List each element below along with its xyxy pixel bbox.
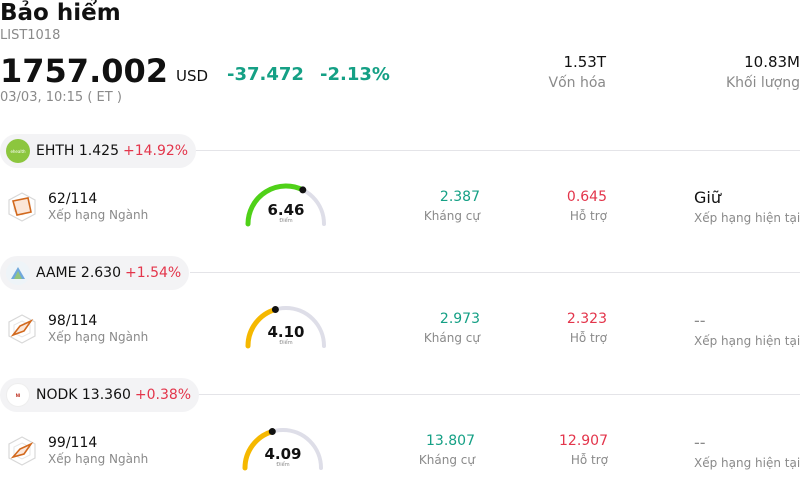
score-value: 4.10	[267, 323, 305, 341]
stock-change-pct: +0.38%	[134, 387, 192, 403]
industry-rank-value: 98/114	[48, 313, 98, 329]
industry-rank-label: Xếp hạng Ngành	[48, 330, 149, 344]
rating-label: Xếp hạng hiện tại	[694, 211, 800, 225]
volume-label: Khối lượng	[725, 75, 800, 91]
resistance-label: Kháng cự	[423, 209, 480, 223]
timestamp: 03/03, 10:15 ( ET )	[0, 90, 122, 105]
row-divider	[190, 272, 800, 273]
list-code: LIST1018	[0, 28, 61, 43]
score-value: 4.09	[264, 445, 302, 463]
rating-value: Giữ	[694, 188, 721, 207]
market-cap-stat: 1.53T Vốn hóa	[549, 53, 606, 91]
ehealth-logo-icon: ehealth	[6, 139, 30, 163]
current-rating: -- Xếp hạng hiện tại	[694, 433, 800, 470]
industry-rank-icon	[8, 436, 36, 466]
stock-change-pct: +14.92%	[122, 143, 189, 159]
resistance-label: Kháng cự	[418, 453, 475, 467]
row-divider	[190, 394, 800, 395]
stock-symbol-price: NODK 13.360	[36, 387, 131, 403]
row-divider	[190, 150, 800, 151]
support-label: Hỗ trợ	[569, 331, 607, 345]
stock-symbol-price: EHTH 1.425	[36, 143, 119, 159]
stock-symbol-price: AAME 2.630	[36, 265, 121, 281]
resistance-value: 2.387	[439, 189, 480, 205]
index-price: 1757.002	[0, 52, 169, 90]
market-cap-value: 1.53T	[563, 53, 606, 71]
stock-chip[interactable]: AAME 2.630 +1.54%	[0, 256, 190, 290]
rating-value: --	[694, 311, 706, 330]
current-rating: Giữ Xếp hạng hiện tại	[694, 188, 800, 225]
resistance-value: 13.807	[426, 433, 475, 449]
resistance-level: 2.387 Kháng cự	[424, 189, 480, 223]
score-caption: Điểm	[276, 462, 290, 468]
industry-rank-value: 99/114	[48, 435, 98, 451]
industry-rank-label: Xếp hạng Ngành	[48, 452, 149, 466]
score-caption: Điểm	[279, 218, 293, 224]
resistance-level: 13.807 Kháng cự	[419, 433, 475, 467]
stock-chip[interactable]: NI NODK 13.360 +0.38%	[0, 378, 200, 412]
currency-label: USD	[176, 67, 209, 85]
price-change-pct: -2.13%	[320, 64, 390, 85]
volume-value: 10.83M	[744, 53, 800, 71]
support-value: 0.645	[566, 189, 607, 205]
support-level: 2.323 Hỗ trợ	[567, 311, 607, 345]
industry-rank-label: Xếp hạng Ngành	[48, 208, 149, 222]
support-label: Hỗ trợ	[570, 453, 608, 467]
resistance-label: Kháng cự	[423, 331, 480, 345]
score-gauge: 4.09 Điểm	[238, 424, 328, 474]
score-gauge: 6.46 Điểm	[241, 180, 331, 230]
score-value: 6.46	[267, 201, 305, 219]
market-cap-label: Vốn hóa	[548, 75, 606, 91]
support-level: 0.645 Hỗ trợ	[567, 189, 607, 223]
score-gauge-arc	[245, 306, 326, 349]
aame-logo-icon	[6, 261, 30, 285]
support-level: 12.907 Hỗ trợ	[559, 433, 608, 467]
resistance-level: 2.973 Kháng cự	[424, 311, 480, 345]
current-rating: -- Xếp hạng hiện tại	[694, 311, 800, 348]
page-title: Bảo hiểm	[0, 0, 121, 26]
industry-rank-icon	[8, 192, 36, 222]
volume-stat: 10.83M Khối lượng	[726, 53, 800, 91]
rating-value: --	[694, 433, 706, 452]
industry-rank-icon	[8, 314, 36, 344]
rating-label: Xếp hạng hiện tại	[694, 334, 800, 348]
rating-label: Xếp hạng hiện tại	[694, 456, 800, 470]
score-caption: Điểm	[279, 340, 293, 346]
price-change: -37.472	[227, 64, 304, 85]
score-gauge-arc	[245, 183, 326, 227]
nodk-logo-icon: NI	[6, 383, 30, 407]
score-gauge: 4.10 Điểm	[241, 302, 331, 352]
stock-change-pct: +1.54%	[125, 265, 182, 281]
support-label: Hỗ trợ	[569, 209, 607, 223]
industry-rank-value: 62/114	[48, 191, 98, 207]
stock-chip[interactable]: ehealth EHTH 1.425 +14.92%	[0, 134, 197, 168]
support-value: 12.907	[559, 433, 608, 449]
support-value: 2.323	[566, 311, 607, 327]
score-gauge-arc	[242, 428, 323, 471]
resistance-value: 2.973	[439, 311, 480, 327]
